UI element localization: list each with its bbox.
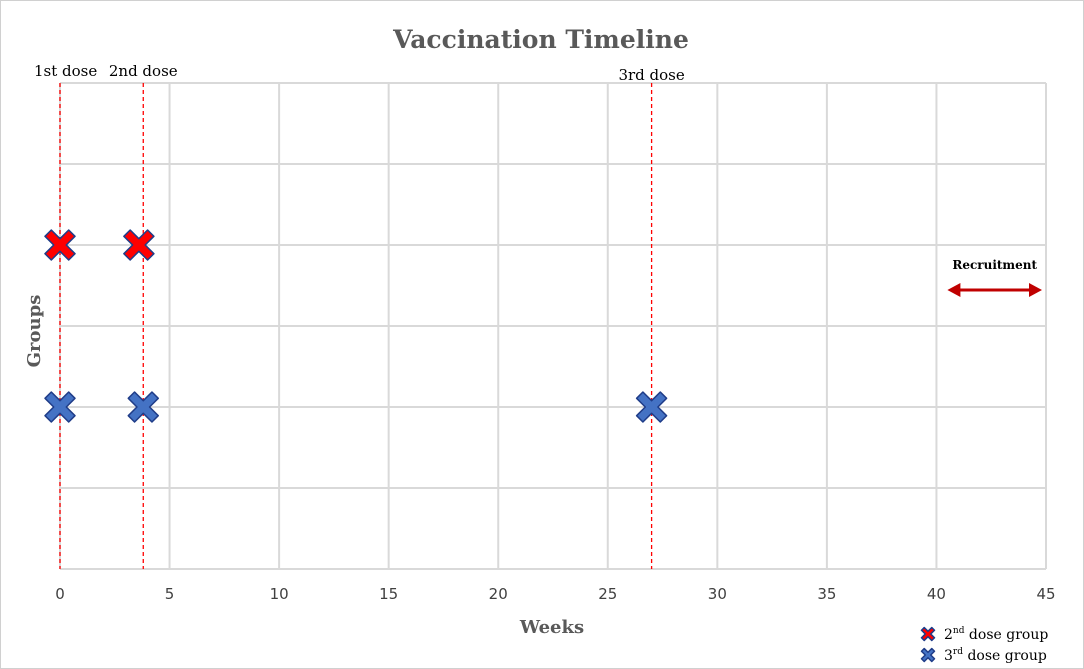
recruitment-arrowhead-right — [1029, 283, 1042, 297]
x-tick-label: 5 — [165, 585, 175, 603]
x-tick-label: 0 — [55, 585, 65, 603]
legend-marker — [920, 626, 936, 642]
legend-label: 3rd dose group — [944, 647, 1047, 664]
x-tick-label: 25 — [598, 585, 617, 603]
dose-label: 3rd dose — [618, 66, 684, 84]
legend-label: 2nd dose group — [944, 626, 1048, 643]
dose-lines: 1st dose 2nd dose 3rd dose — [34, 62, 685, 569]
dose-label: 1st dose — [34, 62, 97, 80]
data-point-marker — [127, 391, 160, 423]
x-tick-label: 45 — [1036, 585, 1055, 603]
recruitment-label: Recruitment — [952, 258, 1037, 272]
grid — [59, 82, 1047, 570]
x-tick-label: 30 — [708, 585, 727, 603]
recruitment-annotation: Recruitment — [947, 258, 1042, 297]
x-tick-label: 35 — [817, 585, 836, 603]
data-point-marker — [635, 391, 668, 423]
dose-label: 2nd dose — [109, 62, 178, 80]
x-tick-labels: 0 5 10 15 20 25 30 35 40 45 — [55, 585, 1055, 603]
legend: 2nd dose group 3rd dose group — [920, 626, 1048, 664]
x-tick-label: 10 — [270, 585, 289, 603]
x-tick-label: 40 — [927, 585, 946, 603]
x-axis-title: Weeks — [519, 617, 584, 638]
legend-marker — [920, 647, 936, 663]
data-markers — [44, 229, 668, 423]
data-point-marker — [44, 391, 76, 423]
chart-title: Vaccination Timeline — [392, 25, 689, 54]
x-tick-label: 20 — [489, 585, 508, 603]
x-tick-label: 15 — [379, 585, 398, 603]
data-point-marker — [123, 229, 155, 261]
y-axis-title: Groups — [24, 295, 45, 368]
recruitment-arrowhead-left — [947, 283, 961, 297]
data-point-marker — [44, 229, 76, 261]
